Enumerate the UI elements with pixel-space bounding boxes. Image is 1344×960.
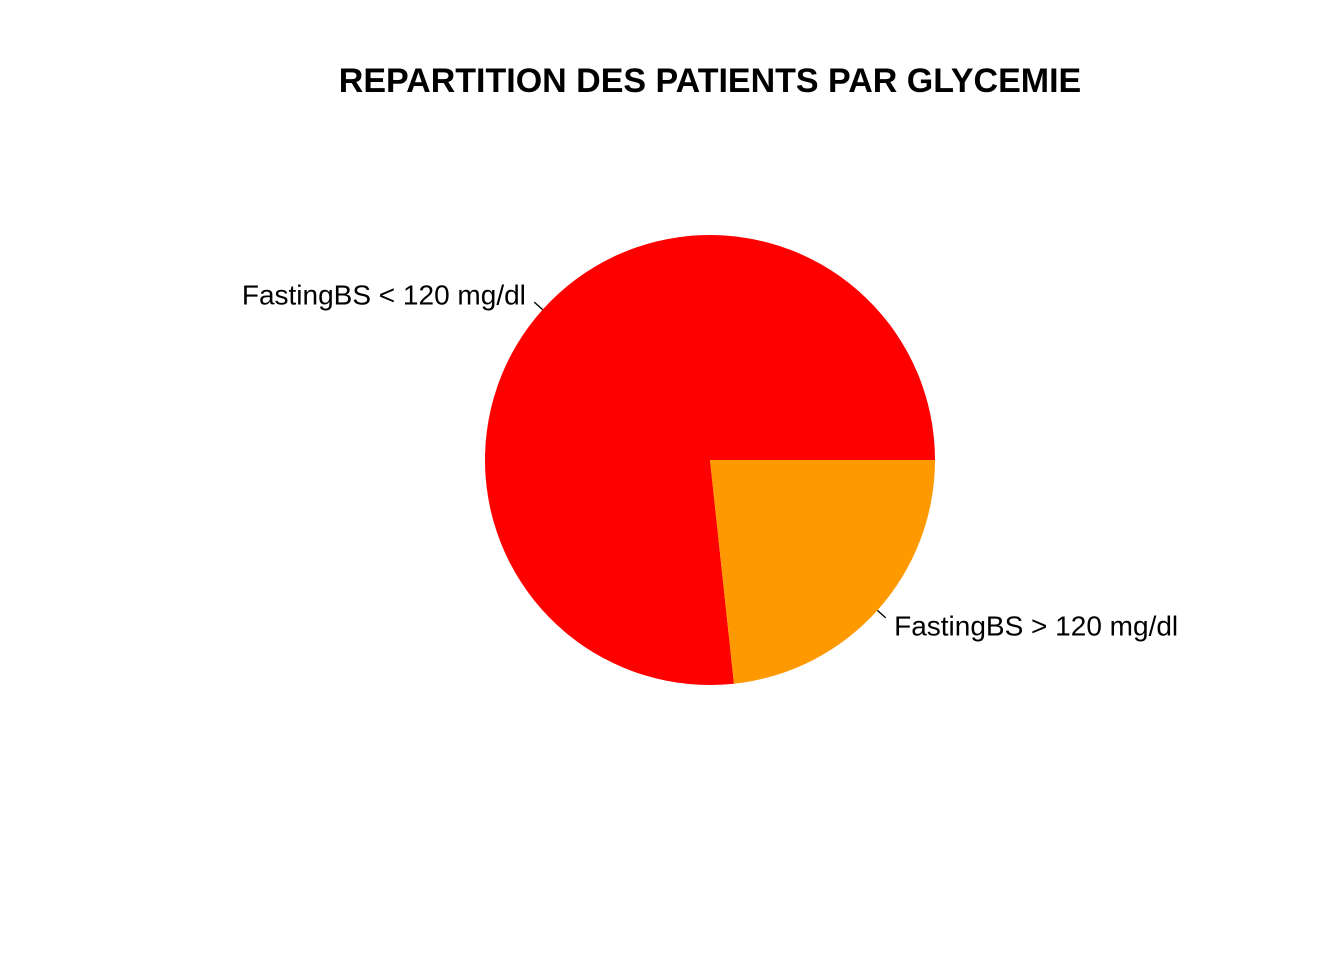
pie-slice-fastingbs-120-mg-dl <box>485 235 935 686</box>
pie-leader-line <box>876 609 887 619</box>
pie-slice-fastingbs-120-mg-dl <box>710 460 935 684</box>
pie-leader-line <box>533 301 544 311</box>
pie-slices <box>485 235 935 686</box>
chart-title: REPARTITION DES PATIENTS PAR GLYCEMIE <box>339 62 1081 100</box>
pie-label-fastingbs-120-mg-dl: FastingBS > 120 mg/dl <box>894 610 1178 641</box>
pie-label-fastingbs-120-mg-dl: FastingBS < 120 mg/dl <box>242 280 526 311</box>
pie-labels: FastingBS < 120 mg/dl FastingBS > 120 mg/… <box>242 280 1178 642</box>
